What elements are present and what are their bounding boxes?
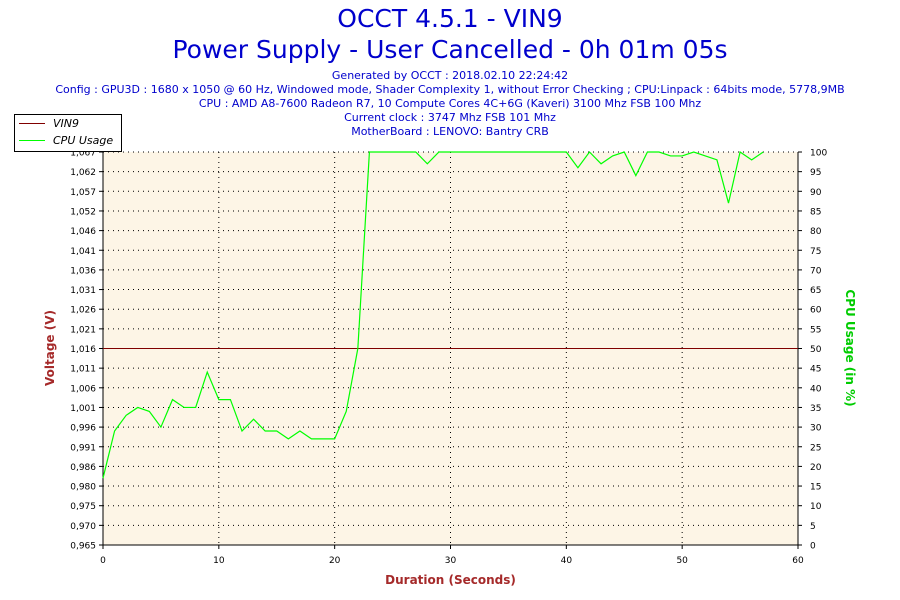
y2-tick-label: 100: [810, 149, 827, 159]
y2-tick-label: 95: [810, 168, 821, 178]
y2-tick-label: 45: [810, 365, 821, 375]
info-clock: Current clock : 3747 Mhz FSB 101 Mhz: [344, 111, 556, 124]
y-tick-label: 0,980: [70, 483, 96, 493]
x-tick-label: 40: [561, 556, 573, 566]
y2-axis-label: CPU Usage (in %): [843, 289, 857, 406]
y-tick-label: 1,031: [70, 286, 96, 296]
y2-tick-label: 70: [810, 266, 822, 276]
y-tick-label: 1,062: [70, 168, 96, 178]
y2-tick-label: 5: [810, 522, 816, 532]
legend-swatch-cpu-usage: [19, 140, 45, 141]
y-tick-label: 0,986: [70, 463, 96, 473]
y-tick-label: 0,975: [70, 502, 96, 512]
y-tick-label: 0,991: [70, 443, 96, 453]
y2-tick-label: 50: [810, 345, 822, 355]
legend-swatch-vin9: [19, 123, 45, 124]
y2-tick-label: 0: [810, 542, 816, 552]
y2-tick-label: 65: [810, 286, 821, 296]
y2-tick-label: 20: [810, 463, 822, 473]
y-tick-label: 1,016: [70, 345, 96, 355]
y-tick-label: 1,036: [70, 266, 96, 276]
y-tick-label: 0,970: [70, 522, 96, 532]
legend-label-cpu-usage: CPU Usage: [53, 134, 114, 147]
legend-label-vin9: VIN9: [53, 117, 79, 130]
x-tick-label: 10: [213, 556, 225, 566]
y2-tick-label: 85: [810, 207, 821, 217]
y2-tick-label: 80: [810, 227, 822, 237]
x-tick-label: 50: [676, 556, 688, 566]
y2-tick-label: 30: [810, 424, 822, 434]
y2-tick-label: 10: [810, 502, 822, 512]
y2-tick-label: 35: [810, 404, 821, 414]
y-tick-label: 1,052: [70, 207, 96, 217]
x-tick-label: 60: [792, 556, 804, 566]
chart-legend: VIN9 CPU Usage: [14, 114, 122, 152]
y-tick-label: 0,965: [70, 542, 96, 552]
info-cpu: CPU : AMD A8-7600 Radeon R7, 10 Compute …: [198, 97, 702, 110]
y-tick-label: 1,057: [70, 188, 96, 198]
y2-tick-label: 60: [810, 306, 822, 316]
y-tick-label: 1,011: [70, 365, 96, 375]
x-tick-label: 30: [445, 556, 457, 566]
info-motherboard: MotherBoard : LENOVO: Bantry CRB: [351, 125, 549, 138]
y-axis-label: Voltage (V): [43, 310, 57, 386]
x-tick-label: 0: [100, 556, 106, 566]
x-axis-label: Duration (Seconds): [385, 573, 516, 587]
y2-tick-label: 40: [810, 384, 822, 394]
y2-tick-label: 55: [810, 325, 821, 335]
legend-item-vin9: VIN9: [15, 116, 121, 132]
info-config: Config : GPU3D : 1680 x 1050 @ 60 Hz, Wi…: [55, 83, 845, 96]
y-tick-label: 0,996: [70, 424, 96, 434]
y2-tick-label: 75: [810, 247, 821, 257]
y-tick-label: 1,041: [70, 247, 96, 257]
y-tick-label: 1,026: [70, 306, 96, 316]
chart-title: OCCT 4.5.1 - VIN9: [337, 4, 563, 33]
y2-tick-label: 15: [810, 483, 821, 493]
series-line-cpu-usage: [102, 151, 764, 479]
y-tick-label: 1,021: [70, 325, 96, 335]
legend-item-cpu-usage: CPU Usage: [15, 133, 121, 149]
info-generated: Generated by OCCT : 2018.02.10 22:24:42: [331, 69, 569, 82]
y-tick-label: 1,006: [70, 384, 96, 394]
y-tick-label: 1,001: [70, 404, 96, 414]
y2-tick-label: 25: [810, 443, 821, 453]
y2-tick-label: 90: [810, 188, 822, 198]
chart-subtitle: Power Supply - User Cancelled - 0h 01m 0…: [172, 35, 728, 64]
x-tick-label: 20: [329, 556, 341, 566]
y-tick-label: 1,067: [70, 149, 96, 159]
y-tick-label: 1,046: [70, 227, 96, 237]
